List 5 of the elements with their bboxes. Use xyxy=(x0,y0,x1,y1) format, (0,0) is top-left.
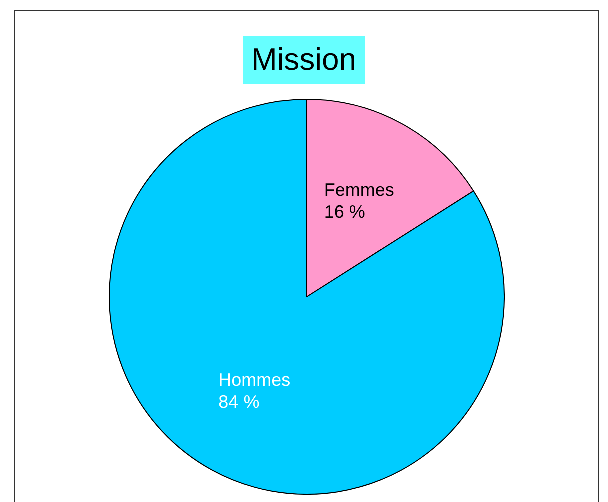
slice-label: Femmes xyxy=(324,180,394,200)
data-label: 16 % xyxy=(324,202,366,222)
slice-label: Hommes xyxy=(218,370,291,390)
chart-title: Mission xyxy=(243,36,365,84)
data-label: 84 % xyxy=(218,392,260,412)
